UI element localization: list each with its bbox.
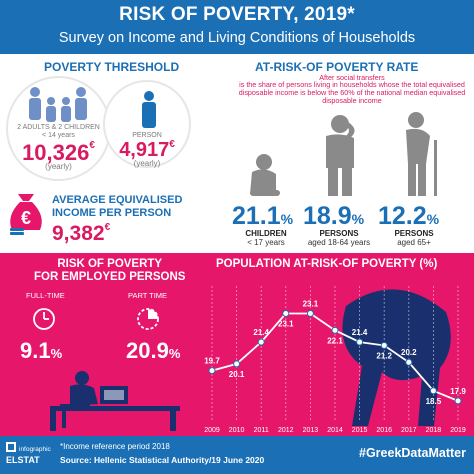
x-tick-label: 2014 bbox=[327, 427, 343, 434]
adult-icon bbox=[326, 115, 355, 196]
household-circle: 2 ADULTS & 2 CHILDREN < 14 years 10,326€… bbox=[6, 76, 111, 181]
household-threshold-value: 10,326 bbox=[22, 140, 90, 165]
poverty-line-chart: 19.7 20.1 21.4 23.1 23.1 22.1 21.4 21.2 20.2 18.5… bbox=[204, 286, 466, 434]
rate-title: AT-RISK-OF POVERTY RATE bbox=[255, 60, 419, 74]
person-threshold-value: 4,917 bbox=[119, 139, 170, 161]
person-circle: PERSON 4,917€ (yearly) bbox=[103, 80, 191, 168]
data-label: 22.1 bbox=[327, 336, 343, 345]
bent-person-icon bbox=[342, 289, 451, 426]
footer-source: Source: Hellenic Statistical Authority/1… bbox=[60, 455, 265, 465]
x-tick-label: 2009 bbox=[204, 427, 220, 434]
footer-bar bbox=[0, 436, 474, 474]
data-label: 21.4 bbox=[352, 328, 368, 337]
income-title: AVERAGE EQUIVALISED INCOME PER PERSON bbox=[52, 194, 183, 219]
child-icon bbox=[250, 154, 280, 196]
data-point bbox=[356, 338, 364, 346]
data-point bbox=[331, 326, 339, 334]
elderly-icon bbox=[406, 112, 437, 196]
data-label: 21.2 bbox=[376, 351, 392, 360]
elstat-logo: infographic ELSTAT bbox=[6, 442, 52, 465]
age-groups-illustration bbox=[250, 112, 437, 196]
data-label: 23.1 bbox=[303, 300, 319, 309]
data-point bbox=[282, 310, 290, 318]
chart-title: POPULATION AT-RISK-OF POVERTY (%) bbox=[216, 258, 438, 270]
elderly-label: PERSONS aged 65+ bbox=[394, 229, 434, 247]
threshold-title: POVERTY THRESHOLD bbox=[44, 60, 180, 74]
data-label: 20.2 bbox=[401, 348, 417, 357]
svg-text:ELSTAT: ELSTAT bbox=[6, 455, 40, 465]
fulltime-rate: 9.1% bbox=[20, 338, 63, 363]
fulltime-clock-icon bbox=[33, 308, 55, 330]
data-label: 18.5 bbox=[426, 397, 442, 406]
adults-rate: 18.9% bbox=[303, 202, 365, 230]
data-label: 21.4 bbox=[253, 328, 269, 337]
household-label: 2 ADULTS & 2 CHILDREN bbox=[17, 124, 100, 131]
adults-label: PERSONS aged 18-64 years bbox=[307, 229, 371, 247]
person-yearly: (yearly) bbox=[133, 159, 161, 168]
worker-desk-icon bbox=[50, 371, 180, 431]
data-point bbox=[306, 310, 314, 318]
data-point bbox=[208, 367, 216, 375]
x-tick-label: 2018 bbox=[426, 427, 442, 434]
fulltime-label: FULL-TIME bbox=[26, 291, 65, 300]
employed-title: RISK OF POVERTY FOR EMPLOYED PERSONS bbox=[34, 258, 186, 283]
header-banner: RISK OF POVERTY, 2019* Survey on Income … bbox=[0, 0, 474, 54]
household-yearly: (yearly) bbox=[45, 162, 72, 171]
parttime-label: PART TIME bbox=[128, 291, 168, 300]
footer-note: *Income reference period 2018 bbox=[60, 442, 170, 451]
x-tick-label: 2013 bbox=[303, 427, 319, 434]
data-label: 23.1 bbox=[278, 320, 294, 329]
elderly-rate: 12.2% bbox=[378, 202, 440, 230]
data-point bbox=[233, 360, 241, 368]
x-tick-label: 2015 bbox=[352, 427, 368, 434]
data-label: 19.7 bbox=[204, 357, 220, 366]
income-value: 9,382 bbox=[52, 222, 105, 245]
x-tick-label: 2016 bbox=[376, 427, 392, 434]
parttime-rate: 20.9% bbox=[126, 338, 181, 363]
rate-definition: is the share of persons living in househ… bbox=[238, 80, 466, 106]
parttime-clock-icon bbox=[137, 308, 159, 330]
person-icon bbox=[142, 91, 156, 128]
x-tick-label: 2019 bbox=[450, 427, 466, 434]
x-tick-label: 2017 bbox=[401, 427, 417, 434]
data-point bbox=[429, 387, 437, 395]
svg-text:€: € bbox=[21, 208, 31, 228]
money-bag-icon: € bbox=[10, 194, 42, 235]
data-point bbox=[454, 397, 462, 405]
data-label: 17.9 bbox=[450, 387, 466, 396]
data-point bbox=[380, 341, 388, 349]
data-point bbox=[405, 358, 413, 366]
rate-subtitle: After social transfers bbox=[319, 73, 385, 82]
svg-text:infographic: infographic bbox=[19, 446, 52, 453]
x-tick-label: 2011 bbox=[254, 427, 269, 434]
hashtag: #GreekDataMatter bbox=[359, 446, 466, 460]
children-label: CHILDREN < 17 years bbox=[245, 229, 287, 247]
children-rate: 21.1% bbox=[232, 202, 294, 230]
data-label: 20.1 bbox=[229, 370, 245, 379]
page-subtitle: Survey on Income and Living Conditions o… bbox=[58, 30, 416, 46]
x-tick-label: 2010 bbox=[229, 427, 245, 434]
family-icon bbox=[29, 87, 87, 122]
person-label: PERSON bbox=[132, 132, 162, 139]
x-tick-label: 2012 bbox=[278, 427, 294, 434]
page-title: RISK OF POVERTY, 2019* bbox=[119, 4, 355, 25]
household-age-label: < 14 years bbox=[42, 132, 75, 139]
data-point bbox=[257, 338, 265, 346]
